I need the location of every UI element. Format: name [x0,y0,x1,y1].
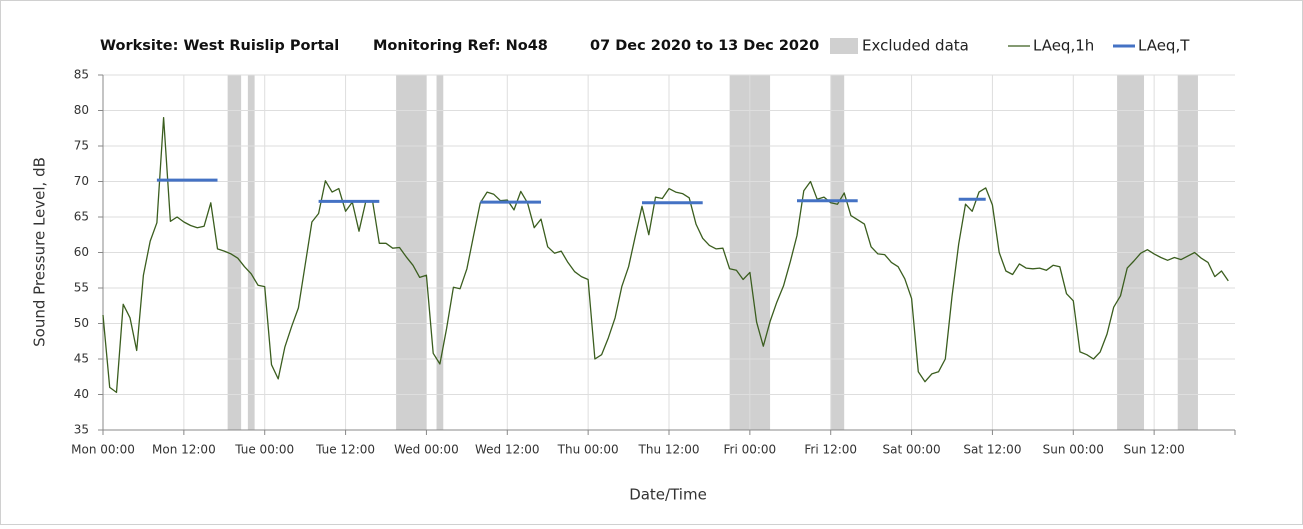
x-tick-label: Thu 12:00 [638,443,700,457]
monitoring-ref: Monitoring Ref: No48 [373,38,548,54]
legend-label: Excluded data [862,37,969,55]
chart-title: Worksite: West Ruislip Portal [100,38,339,54]
series-line [156,178,986,205]
x-tick-label: Wed 12:00 [475,443,540,457]
y-axis-title: Sound Pressure Level, dB [31,157,49,347]
x-tick-label: Fri 00:00 [724,443,777,457]
y-tick-label: 65 [74,210,89,224]
series-line [102,116,1229,394]
x-tick-label: Thu 00:00 [557,443,619,457]
x-axis-title: Date/Time [629,486,707,504]
legend-label: LAeq,T [1138,37,1190,55]
period: 07 Dec 2020 to 13 Dec 2020 [590,38,819,54]
y-tick-label: 80 [74,103,89,117]
x-tick-label: Sun 12:00 [1124,443,1185,457]
legend-swatch [830,38,858,54]
x-tick-label: Wed 00:00 [394,443,459,457]
y-tick-label: 45 [74,352,89,366]
y-tick-label: 35 [74,423,89,437]
x-tick-label: Sat 12:00 [963,443,1021,457]
x-tick-label: Mon 12:00 [152,443,216,457]
y-tick-label: 85 [74,68,89,82]
x-tick-label: Tue 00:00 [234,443,294,457]
y-tick-label: 55 [74,281,89,295]
y-tick-label: 70 [74,174,89,188]
x-tick-label: Tue 12:00 [315,443,375,457]
x-tick-label: Sat 00:00 [883,443,941,457]
y-tick-label: 75 [74,139,89,153]
legend-label: LAeq,1h [1033,37,1094,55]
x-tick-label: Fri 12:00 [804,443,857,457]
x-tick-label: Mon 00:00 [71,443,135,457]
y-tick-label: 50 [74,316,89,330]
x-tick-label: Sun 00:00 [1043,443,1104,457]
y-tick-label: 60 [74,245,89,259]
y-tick-label: 40 [74,387,89,401]
